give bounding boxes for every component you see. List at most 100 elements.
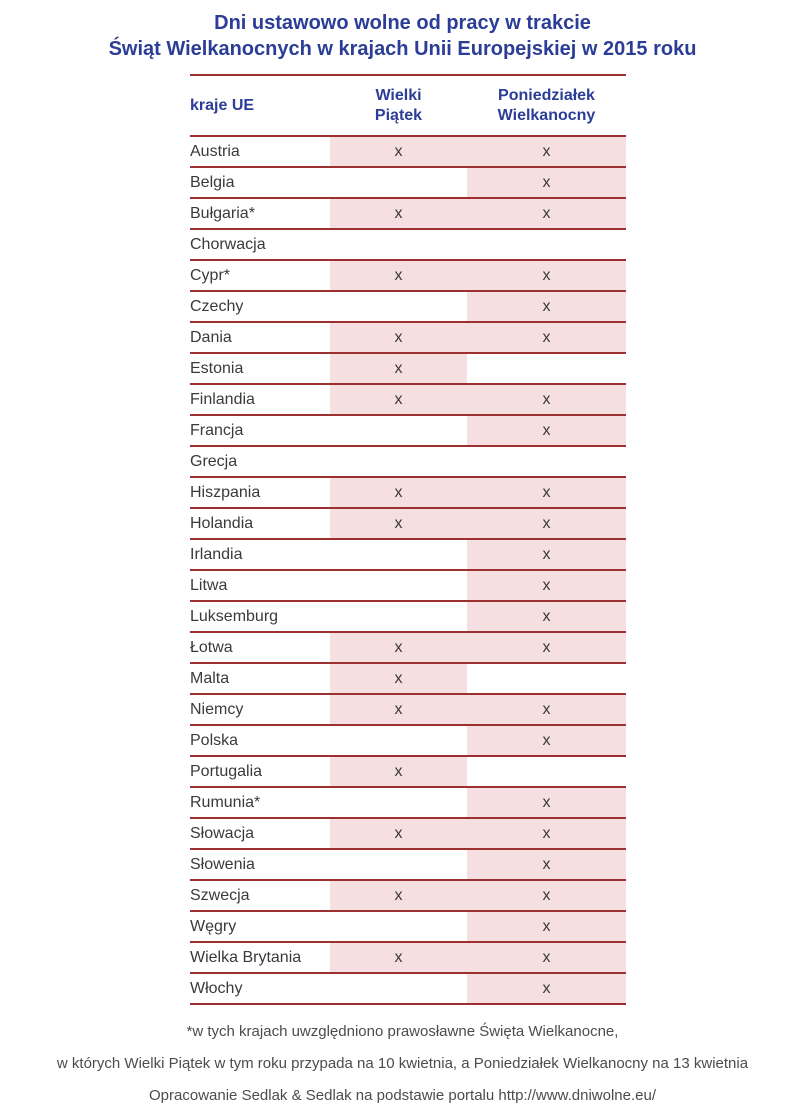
table-row: Chorwacja	[190, 229, 626, 261]
easter-monday-cell: x	[467, 632, 626, 664]
country-cell: Szwecja	[190, 880, 330, 912]
footnotes: *w tych krajach uwzględniono prawosławne…	[0, 1022, 805, 1117]
table-row: Portugalia x	[190, 756, 626, 788]
header-easter-monday: Poniedziałek Wielkanocny	[467, 74, 626, 137]
table-row: Węgry x	[190, 911, 626, 943]
easter-monday-cell: x	[467, 942, 626, 974]
easter-monday-cell: x	[467, 880, 626, 912]
good-friday-cell	[330, 570, 467, 602]
country-cell: Malta	[190, 663, 330, 695]
table-row: Francja x	[190, 415, 626, 447]
good-friday-cell	[330, 725, 467, 757]
easter-monday-cell	[467, 446, 626, 478]
good-friday-cell: x	[330, 508, 467, 540]
country-cell: Polska	[190, 725, 330, 757]
good-friday-cell	[330, 167, 467, 199]
country-cell: Litwa	[190, 570, 330, 602]
table-row: Malta x	[190, 663, 626, 695]
good-friday-cell: x	[330, 756, 467, 788]
table-row: Wielka Brytania x x	[190, 942, 626, 974]
country-cell: Belgia	[190, 167, 330, 199]
good-friday-cell: x	[330, 663, 467, 695]
easter-monday-cell: x	[467, 322, 626, 354]
table-row: Hiszpania x x	[190, 477, 626, 509]
holidays-table: kraje UE Wielki Piątek Poniedziałek Wiel…	[190, 74, 626, 1005]
table-row: Finlandia x x	[190, 384, 626, 416]
easter-monday-cell	[467, 353, 626, 385]
good-friday-cell: x	[330, 322, 467, 354]
table-row: Austria x x	[190, 136, 626, 168]
good-friday-cell	[330, 446, 467, 478]
country-cell: Irlandia	[190, 539, 330, 571]
header-easter-monday-line2: Wielkanocny	[497, 106, 596, 124]
table-row: Włochy x	[190, 973, 626, 1005]
header-good-friday: Wielki Piątek	[330, 74, 467, 137]
header-country: kraje UE	[190, 74, 330, 137]
header-easter-monday-line1: Poniedziałek	[498, 86, 595, 104]
country-cell: Węgry	[190, 911, 330, 943]
easter-monday-cell: x	[467, 198, 626, 230]
table-row: Słowacja x x	[190, 818, 626, 850]
country-cell: Cypr*	[190, 260, 330, 292]
country-cell: Dania	[190, 322, 330, 354]
easter-monday-cell: x	[467, 415, 626, 447]
good-friday-cell: x	[330, 260, 467, 292]
country-cell: Estonia	[190, 353, 330, 385]
good-friday-cell	[330, 787, 467, 819]
country-cell: Chorwacja	[190, 229, 330, 261]
country-cell: Łotwa	[190, 632, 330, 664]
easter-monday-cell: x	[467, 787, 626, 819]
easter-monday-cell: x	[467, 725, 626, 757]
table-row: Niemcy x x	[190, 694, 626, 726]
country-cell: Grecja	[190, 446, 330, 478]
header-good-friday-line1: Wielki	[375, 86, 422, 104]
page-title: Dni ustawowo wolne od pracy w trakcie Św…	[0, 0, 805, 62]
good-friday-cell: x	[330, 880, 467, 912]
country-cell: Rumunia*	[190, 787, 330, 819]
table-row: Estonia x	[190, 353, 626, 385]
page-title-line1: Dni ustawowo wolne od pracy w trakcie	[214, 12, 591, 34]
table-row: Luksemburg x	[190, 601, 626, 633]
easter-monday-cell: x	[467, 973, 626, 1005]
country-cell: Holandia	[190, 508, 330, 540]
footnote-orthodox-easter: *w tych krajach uwzględniono prawosławne…	[186, 1023, 619, 1040]
good-friday-cell	[330, 229, 467, 261]
easter-monday-cell: x	[467, 694, 626, 726]
table-row: Szwecja x x	[190, 880, 626, 912]
footnote-dates: w których Wielki Piątek w tym roku przyp…	[56, 1055, 749, 1072]
easter-monday-cell: x	[467, 477, 626, 509]
easter-monday-cell: x	[467, 539, 626, 571]
good-friday-cell	[330, 849, 467, 881]
table-row: Czechy x	[190, 291, 626, 323]
country-cell: Niemcy	[190, 694, 330, 726]
good-friday-cell: x	[330, 477, 467, 509]
easter-monday-cell: x	[467, 818, 626, 850]
good-friday-cell: x	[330, 136, 467, 168]
header-row: kraje UE Wielki Piątek Poniedziałek Wiel…	[190, 74, 626, 137]
table-row: Rumunia* x	[190, 787, 626, 819]
country-cell: Czechy	[190, 291, 330, 323]
table-row: Cypr* x x	[190, 260, 626, 292]
good-friday-cell	[330, 973, 467, 1005]
easter-monday-cell: x	[467, 911, 626, 943]
country-cell: Finlandia	[190, 384, 330, 416]
country-cell: Słowacja	[190, 818, 330, 850]
table-row: Dania x x	[190, 322, 626, 354]
easter-monday-cell	[467, 756, 626, 788]
table-row: Litwa x	[190, 570, 626, 602]
header-good-friday-line2: Piątek	[374, 106, 423, 124]
table-row: Łotwa x x	[190, 632, 626, 664]
country-cell: Bułgaria*	[190, 198, 330, 230]
easter-monday-cell: x	[467, 601, 626, 633]
country-cell: Austria	[190, 136, 330, 168]
easter-monday-cell	[467, 229, 626, 261]
good-friday-cell: x	[330, 818, 467, 850]
good-friday-cell: x	[330, 353, 467, 385]
table-row: Polska x	[190, 725, 626, 757]
table-row: Holandia x x	[190, 508, 626, 540]
good-friday-cell	[330, 911, 467, 943]
easter-monday-cell: x	[467, 291, 626, 323]
country-cell: Słowenia	[190, 849, 330, 881]
good-friday-cell: x	[330, 632, 467, 664]
